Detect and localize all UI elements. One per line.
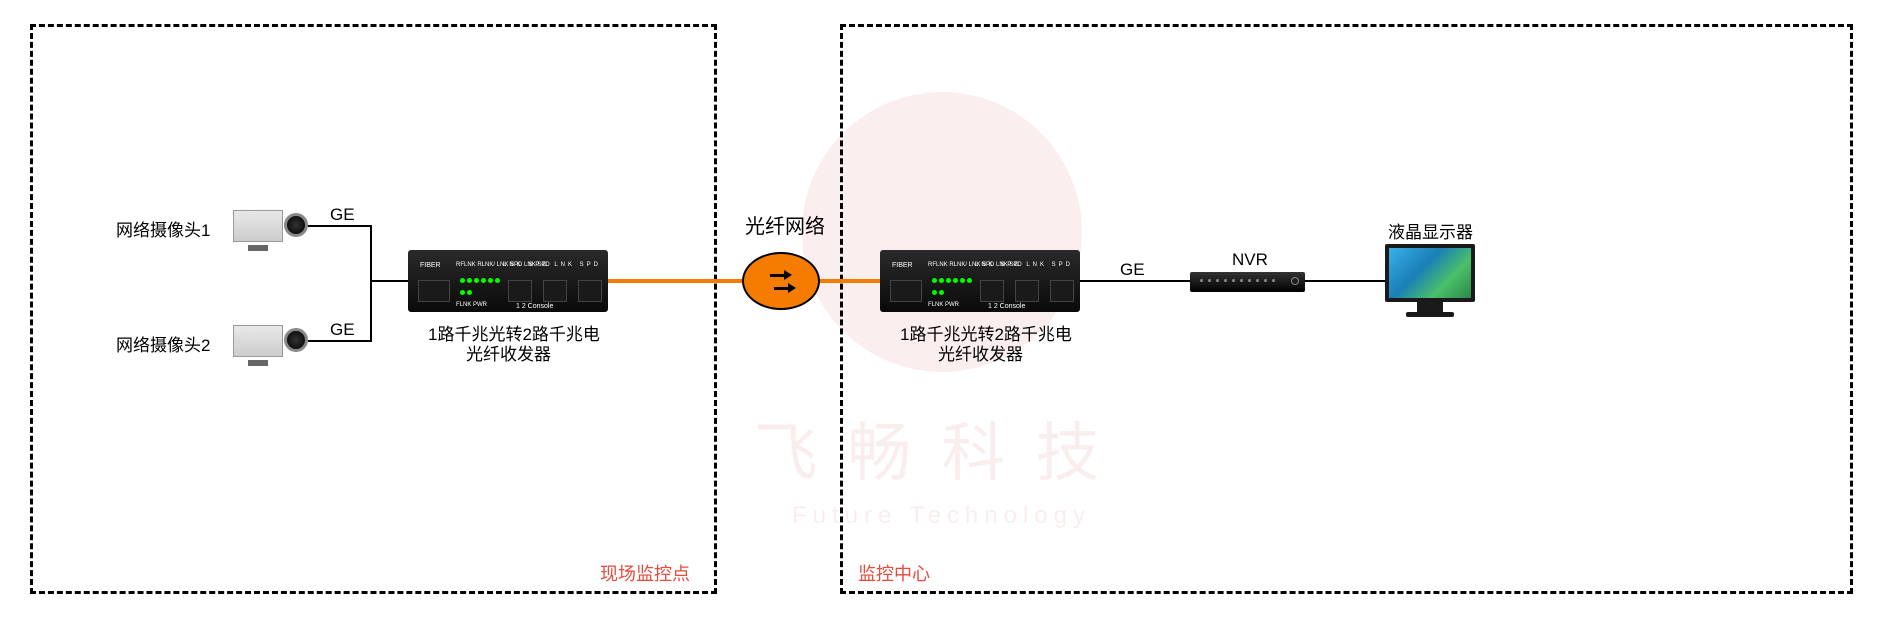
- monitor-icon: [1385, 244, 1475, 322]
- site-label-left: 现场监控点: [600, 560, 690, 586]
- led-labels2: FLNK PWR: [928, 302, 959, 308]
- camera1-label: 网络摄像头1: [116, 216, 210, 241]
- converter2-label-l2: 光纤收发器: [938, 340, 1023, 365]
- site-label-right: 监控中心: [858, 560, 930, 586]
- site-box-left: [30, 24, 717, 594]
- fiber-node-icon: [742, 252, 820, 310]
- wire: [1080, 280, 1192, 282]
- nvr-label: NVR: [1232, 250, 1268, 270]
- converter1-label-l2: 光纤收发器: [466, 340, 551, 365]
- nvr-device-icon: [1190, 272, 1305, 292]
- wire: [1305, 280, 1387, 282]
- fiber-port-label: FIBER: [420, 262, 441, 269]
- port-labels: LNK SPD LNK SPD: [503, 262, 601, 268]
- camera1-icon: [233, 205, 308, 247]
- camera2-icon: [233, 320, 308, 362]
- led-labels2: FLNK PWR: [456, 302, 487, 308]
- port-nums: 1 2 Console: [516, 303, 553, 310]
- fiber-port-label: FIBER: [892, 262, 913, 269]
- fiber-converter-right: FIBER RFLNK RLNK/ LNK SPD LNK SPD FLNK P…: [880, 250, 1080, 312]
- camera2-label: 网络摄像头2: [116, 331, 210, 356]
- wire: [370, 225, 372, 282]
- wire: [308, 340, 372, 342]
- fiber-net-label: 光纤网络: [745, 210, 825, 239]
- camera1-ge-label: GE: [330, 205, 355, 225]
- port-labels: LNK SPD LNK SPD: [975, 262, 1073, 268]
- wire: [370, 280, 410, 282]
- port-nums: 1 2 Console: [988, 303, 1025, 310]
- fiber-converter-left: FIBER RFLNK RLNK/ LNK SPD LNK SPD FLNK P…: [408, 250, 608, 312]
- conv2-ge-label: GE: [1120, 260, 1145, 280]
- camera2-ge-label: GE: [330, 320, 355, 340]
- wire: [308, 225, 372, 227]
- wire: [370, 282, 372, 342]
- monitor-label: 液晶显示器: [1388, 218, 1473, 243]
